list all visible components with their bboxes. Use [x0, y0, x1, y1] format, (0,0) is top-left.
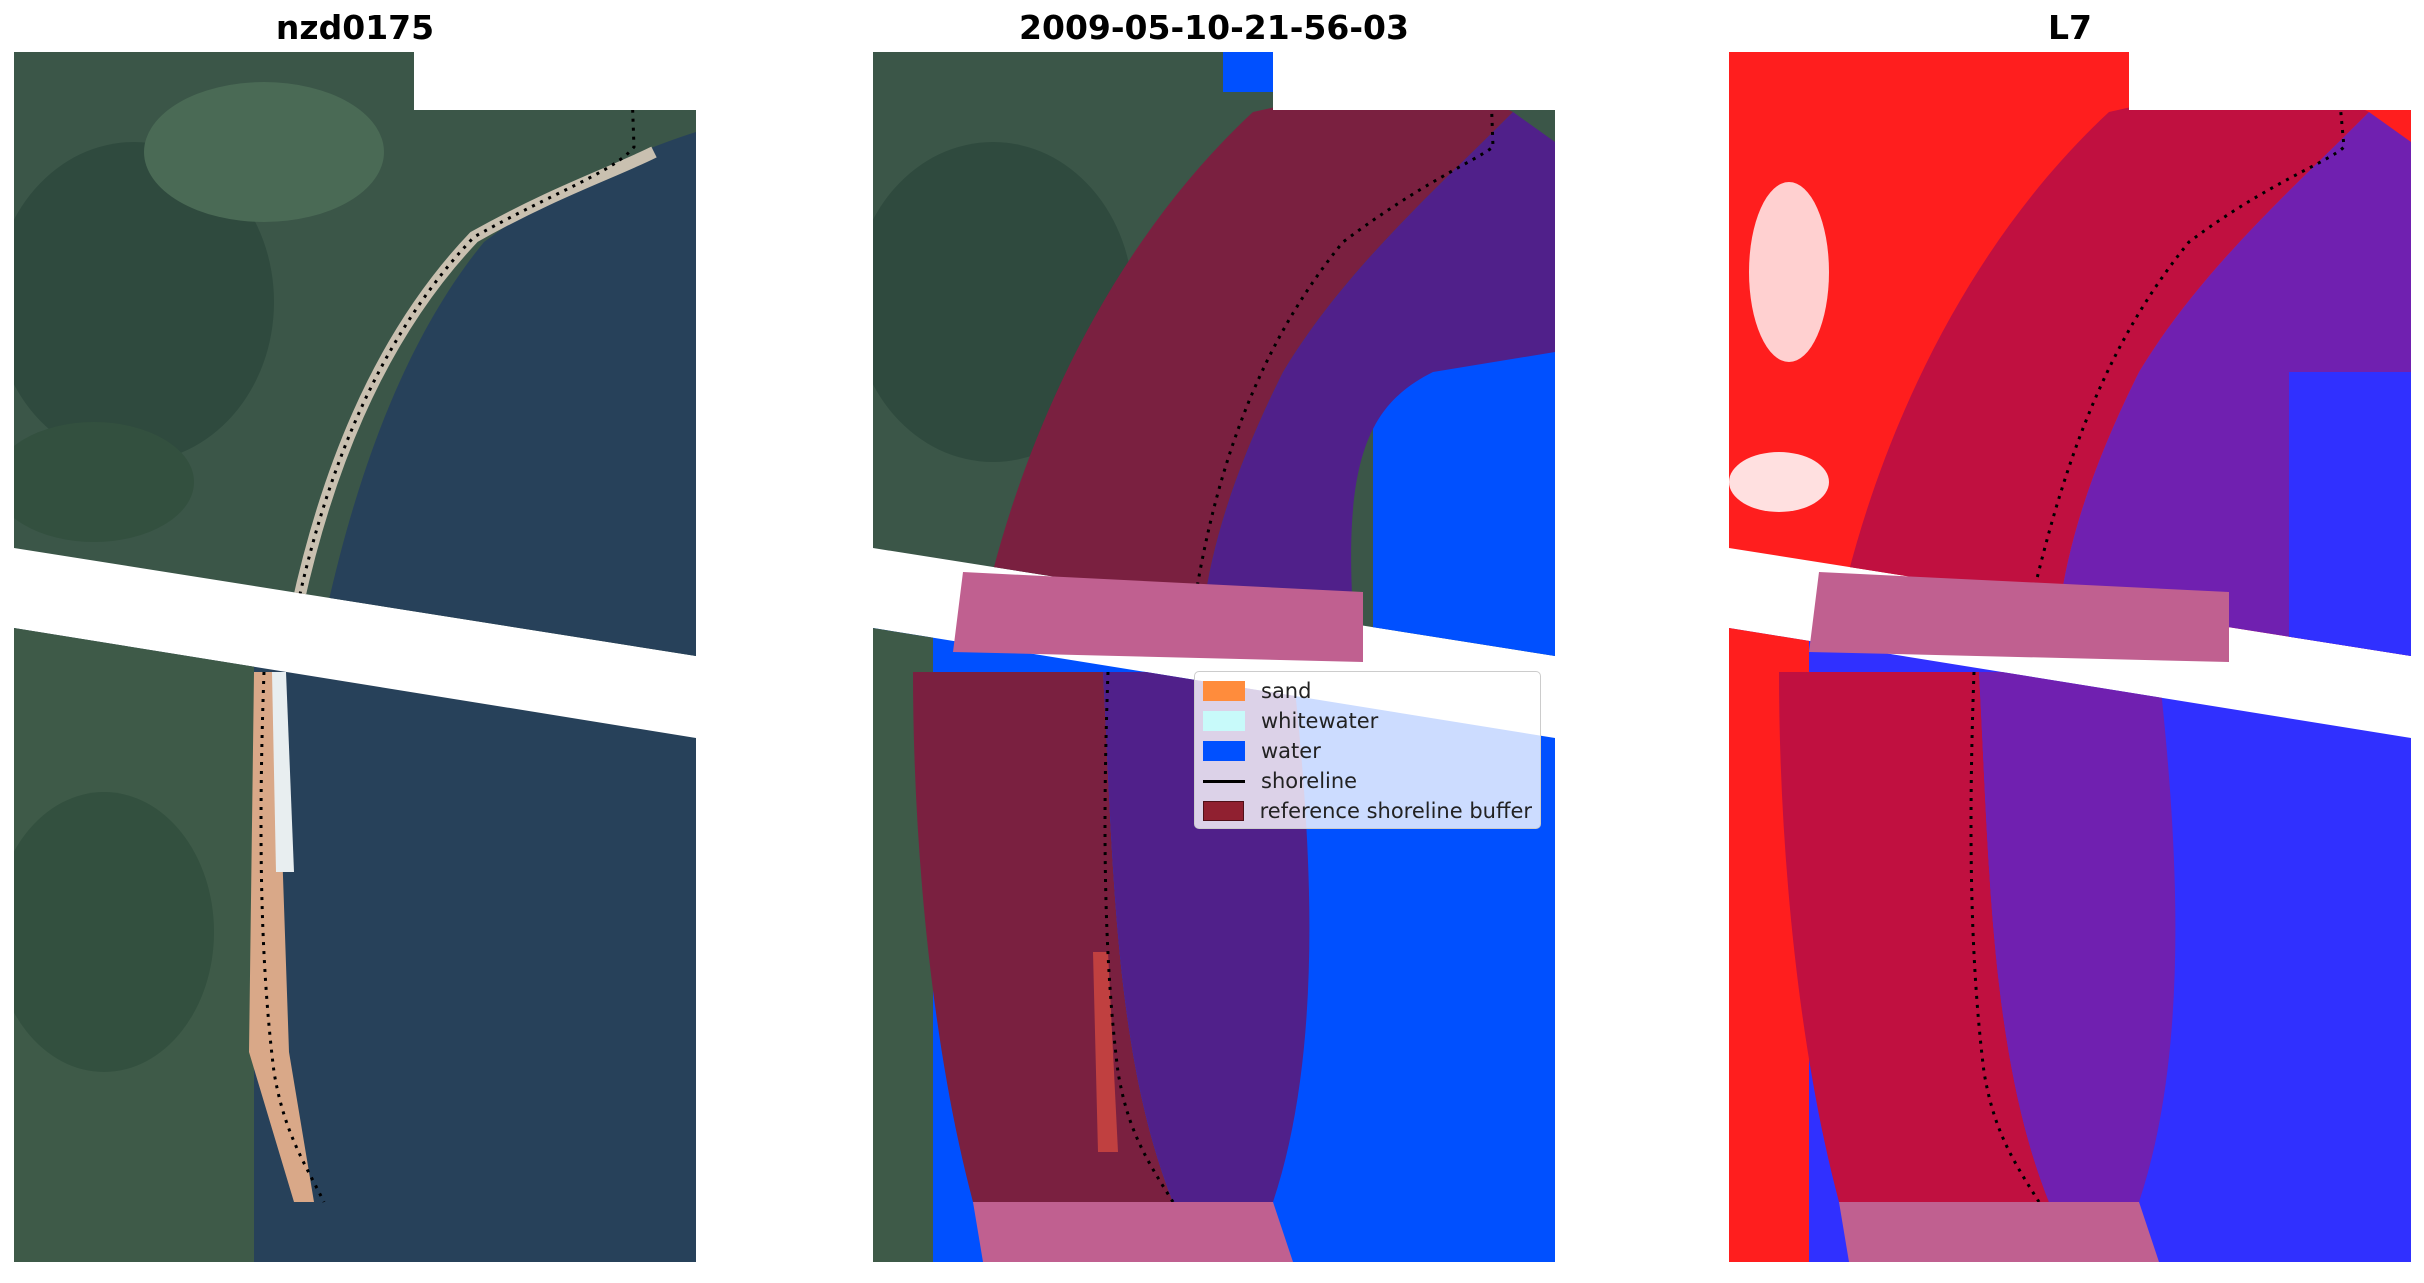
buffer-band — [1809, 572, 2229, 662]
legend: sand whitewater water shoreline referenc… — [1194, 671, 1541, 829]
index-panel — [1729, 52, 2411, 1262]
legend-label: whitewater — [1261, 709, 1379, 733]
legend-line-shoreline — [1203, 779, 1245, 783]
buffer-bottom — [973, 1202, 1293, 1262]
legend-swatch-buffer — [1203, 801, 1244, 821]
panel-title-date: 2009-05-10-21-56-03 — [1019, 8, 1409, 47]
index-tile-bottom — [1729, 628, 2411, 1262]
legend-item-buffer: reference shoreline buffer — [1203, 796, 1532, 826]
legend-label: reference shoreline buffer — [1259, 799, 1532, 823]
buffer-bottom — [1839, 1202, 2159, 1262]
legend-label: water — [1261, 739, 1321, 763]
legend-label: sand — [1261, 679, 1312, 703]
legend-item-sand: sand — [1203, 676, 1532, 706]
legend-item-whitewater: whitewater — [1203, 706, 1532, 736]
legend-swatch-whitewater — [1203, 711, 1245, 731]
panel-title-rgb: nzd0175 — [275, 8, 435, 47]
legend-label: shoreline — [1261, 769, 1358, 793]
index-tile-top — [1729, 52, 2411, 656]
image-tile-top — [14, 52, 696, 656]
legend-swatch-sand — [1203, 681, 1245, 701]
legend-item-water: water — [1203, 736, 1532, 766]
buffer-band — [953, 572, 1363, 662]
panel-title-satellite: L7 — [2048, 8, 2092, 47]
rgb-image-panel — [14, 52, 696, 1262]
legend-swatch-water — [1203, 741, 1245, 761]
legend-item-shoreline: shoreline — [1203, 766, 1532, 796]
classification-panel — [873, 52, 1555, 1262]
image-tile-bottom — [14, 628, 696, 1262]
